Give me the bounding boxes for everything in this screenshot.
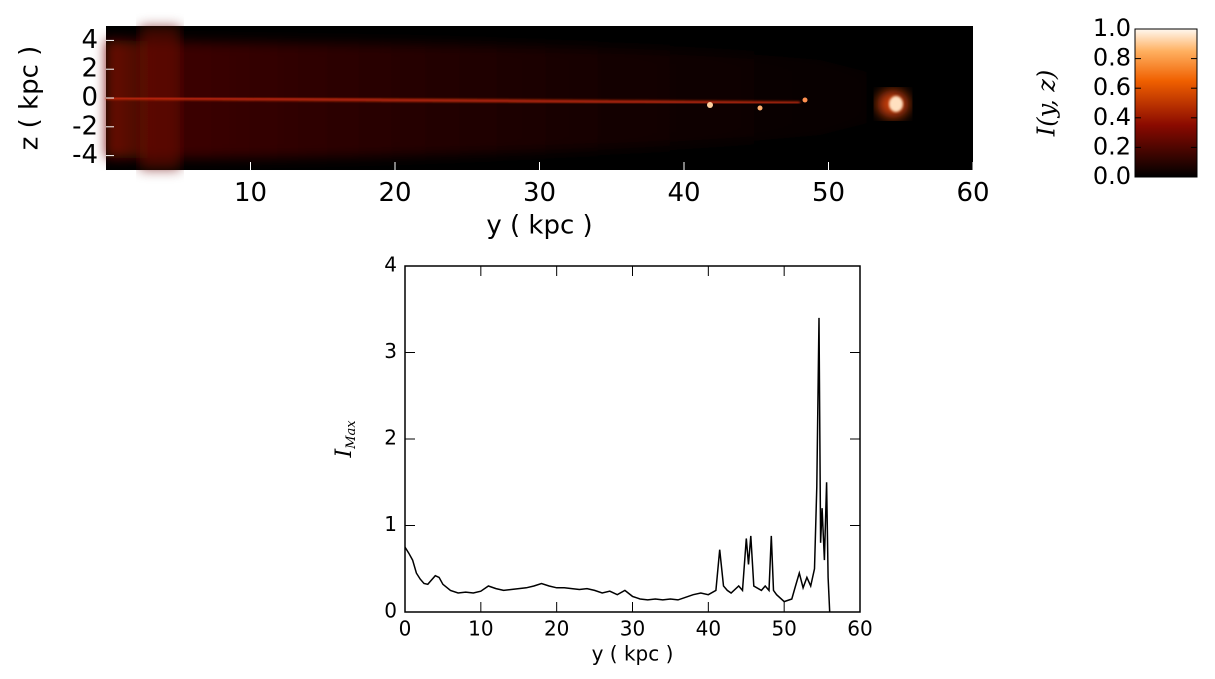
y-tick-label: 3 bbox=[384, 339, 397, 363]
x-tick-label: 40 bbox=[667, 178, 700, 208]
colorbar bbox=[1134, 28, 1198, 178]
x-tick-label: 60 bbox=[847, 617, 872, 641]
x-tick-label: 20 bbox=[378, 178, 411, 208]
y-tick-label: 2 bbox=[81, 54, 98, 84]
colorbar-tick-label: 1.0 bbox=[1093, 14, 1131, 42]
y-axis-label-main: I bbox=[332, 448, 357, 459]
colorbar-tick-label: 0.0 bbox=[1093, 162, 1131, 190]
x-tick-label: 0 bbox=[399, 617, 412, 641]
colorbar-tick-label: 0.2 bbox=[1093, 132, 1131, 160]
x-tick-label: 10 bbox=[468, 617, 493, 641]
x-tick-label: 50 bbox=[771, 617, 796, 641]
x-tick-label: 50 bbox=[812, 178, 845, 208]
y-tick-label: -4 bbox=[72, 140, 98, 170]
colorbar-tick-label: 0.6 bbox=[1093, 73, 1131, 101]
y-axis-label: z ( kpc ) bbox=[15, 46, 45, 151]
heatmap-image bbox=[105, 26, 973, 170]
y-tick-label: 4 bbox=[384, 253, 397, 277]
x-tick-label: 40 bbox=[696, 617, 721, 641]
plot-frame bbox=[404, 265, 861, 613]
colorbar-label: I(y, z) bbox=[1033, 70, 1061, 137]
x-tick-label: 60 bbox=[956, 178, 989, 208]
data-line bbox=[404, 317, 831, 613]
y-axis-label-sub: Max bbox=[344, 420, 359, 450]
y-tick-label: 1 bbox=[384, 512, 397, 536]
colorbar-tick-label: 0.8 bbox=[1093, 44, 1131, 72]
x-axis-label: y ( kpc ) bbox=[592, 642, 674, 666]
y-tick-label: 2 bbox=[384, 426, 397, 450]
y-axis-label: IMax bbox=[332, 420, 359, 459]
y-tick-label: 0 bbox=[81, 83, 98, 113]
x-tick-label: 10 bbox=[234, 178, 267, 208]
y-tick-label: 4 bbox=[81, 25, 98, 55]
x-tick-label: 30 bbox=[620, 617, 645, 641]
y-tick-label: 0 bbox=[384, 599, 397, 623]
colorbar-tick-label: 0.4 bbox=[1093, 103, 1131, 131]
x-tick-label: 30 bbox=[523, 178, 556, 208]
y-tick-label: -2 bbox=[72, 111, 98, 141]
x-tick-label: 20 bbox=[544, 617, 569, 641]
x-axis-label: y ( kpc ) bbox=[486, 210, 592, 240]
